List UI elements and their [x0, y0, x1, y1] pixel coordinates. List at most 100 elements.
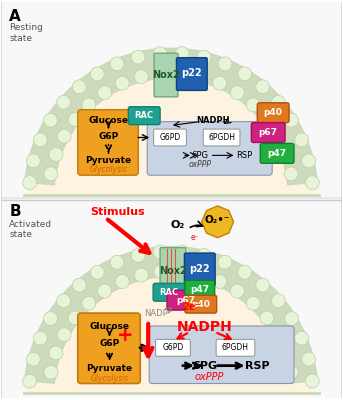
Circle shape — [98, 284, 111, 298]
Circle shape — [57, 129, 71, 143]
Circle shape — [110, 57, 124, 71]
Circle shape — [238, 265, 252, 279]
Circle shape — [213, 76, 227, 90]
Text: +: + — [117, 326, 134, 345]
Circle shape — [153, 47, 167, 60]
Text: RAC: RAC — [135, 111, 154, 120]
Text: A: A — [9, 8, 21, 24]
Circle shape — [175, 245, 189, 259]
Circle shape — [271, 328, 285, 342]
Circle shape — [230, 284, 244, 298]
Circle shape — [68, 311, 82, 325]
Circle shape — [174, 265, 188, 279]
Text: e⁻: e⁻ — [190, 233, 199, 242]
Circle shape — [44, 312, 57, 326]
Circle shape — [68, 112, 82, 126]
Circle shape — [218, 255, 232, 269]
Circle shape — [271, 294, 285, 308]
Text: p40: p40 — [264, 108, 283, 117]
Circle shape — [44, 365, 58, 379]
Circle shape — [246, 296, 260, 310]
Circle shape — [284, 365, 298, 379]
Text: G6PD: G6PD — [159, 133, 181, 142]
Text: O₂: O₂ — [171, 220, 185, 230]
Circle shape — [44, 113, 57, 127]
FancyBboxPatch shape — [251, 123, 285, 142]
Circle shape — [302, 352, 316, 366]
Circle shape — [194, 268, 208, 282]
FancyBboxPatch shape — [185, 280, 215, 298]
Circle shape — [23, 374, 37, 388]
Circle shape — [230, 86, 244, 100]
Circle shape — [131, 50, 145, 64]
FancyBboxPatch shape — [1, 198, 342, 398]
Circle shape — [213, 275, 227, 288]
Circle shape — [115, 275, 129, 288]
Circle shape — [284, 167, 298, 181]
FancyBboxPatch shape — [160, 248, 186, 294]
Text: G6P: G6P — [98, 132, 119, 141]
Text: Pyruvate: Pyruvate — [85, 156, 132, 165]
Circle shape — [23, 176, 37, 190]
Text: Activated
state: Activated state — [9, 220, 52, 239]
FancyBboxPatch shape — [185, 295, 217, 313]
Text: Stimulus: Stimulus — [91, 207, 145, 217]
FancyBboxPatch shape — [185, 253, 215, 286]
Circle shape — [238, 67, 252, 81]
Text: Glycolysis: Glycolysis — [90, 165, 128, 174]
Circle shape — [57, 96, 71, 109]
Polygon shape — [25, 247, 317, 383]
Circle shape — [260, 311, 274, 325]
Circle shape — [302, 154, 316, 168]
FancyBboxPatch shape — [176, 58, 207, 90]
Text: Pyruvate: Pyruvate — [86, 364, 132, 373]
Circle shape — [197, 248, 211, 262]
Text: B: B — [9, 204, 21, 219]
FancyBboxPatch shape — [149, 326, 294, 384]
Circle shape — [271, 96, 285, 109]
Circle shape — [285, 113, 298, 127]
FancyBboxPatch shape — [260, 144, 294, 163]
Text: oxPPP: oxPPP — [195, 372, 224, 382]
Text: NADPH: NADPH — [196, 116, 229, 125]
FancyBboxPatch shape — [1, 2, 342, 200]
Circle shape — [256, 278, 270, 292]
FancyBboxPatch shape — [147, 122, 272, 175]
Circle shape — [33, 133, 47, 147]
Circle shape — [110, 255, 124, 269]
Circle shape — [134, 70, 148, 84]
Text: Glucose: Glucose — [90, 322, 130, 332]
Text: oxPPP: oxPPP — [188, 160, 211, 169]
Circle shape — [194, 70, 208, 84]
Text: 6PG: 6PG — [191, 151, 208, 160]
FancyBboxPatch shape — [128, 107, 160, 125]
Circle shape — [90, 67, 104, 81]
FancyBboxPatch shape — [167, 290, 205, 310]
Circle shape — [115, 76, 129, 90]
Circle shape — [134, 268, 148, 282]
Text: 6PG: 6PG — [192, 361, 217, 371]
Text: Nox2: Nox2 — [152, 70, 180, 80]
Circle shape — [49, 148, 63, 162]
Polygon shape — [25, 48, 317, 185]
Text: p47: p47 — [190, 285, 209, 294]
Circle shape — [26, 352, 40, 366]
Circle shape — [279, 148, 293, 162]
Text: p67: p67 — [259, 128, 278, 137]
Text: RSP: RSP — [236, 151, 252, 160]
Circle shape — [82, 98, 96, 112]
FancyBboxPatch shape — [156, 339, 190, 356]
Circle shape — [305, 374, 319, 388]
FancyBboxPatch shape — [154, 129, 186, 146]
Circle shape — [260, 112, 274, 126]
Wedge shape — [27, 51, 315, 195]
Circle shape — [285, 312, 298, 326]
FancyBboxPatch shape — [153, 283, 185, 301]
Text: O₂•⁻: O₂•⁻ — [205, 215, 230, 225]
FancyBboxPatch shape — [203, 129, 240, 146]
FancyBboxPatch shape — [78, 110, 138, 175]
Circle shape — [57, 294, 71, 308]
Text: Nox2: Nox2 — [159, 266, 187, 276]
Circle shape — [72, 80, 86, 94]
Text: 6PGDH: 6PGDH — [222, 343, 249, 352]
